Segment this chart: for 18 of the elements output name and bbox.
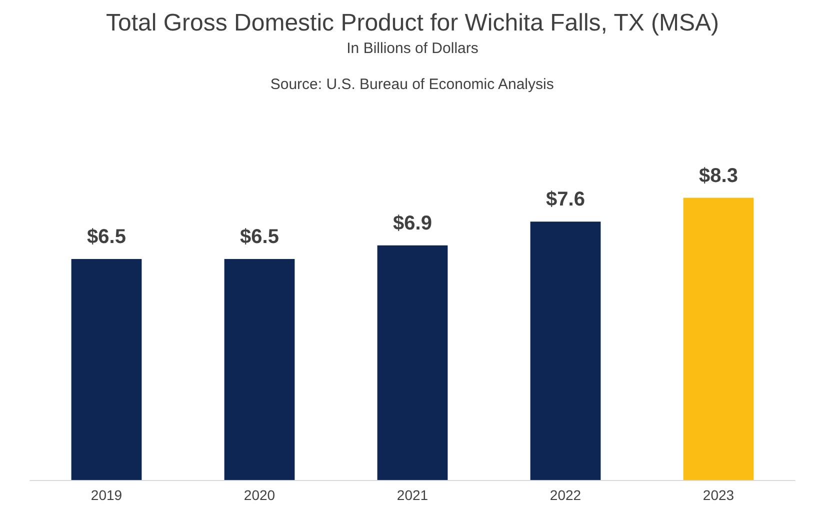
- data-label: $6.5: [240, 226, 279, 248]
- bar: [530, 222, 601, 480]
- x-tick-label: 2023: [702, 487, 734, 503]
- chart-title: Total Gross Domestic Product for Wichita Falls, TX (MSA): [106, 10, 720, 36]
- data-label: $6.5: [87, 226, 126, 248]
- x-tick-label: 2021: [396, 487, 428, 503]
- bar: [683, 198, 754, 480]
- x-tick-label: 2020: [244, 487, 276, 503]
- x-tick-label: 2022: [550, 487, 582, 503]
- source-note: Source: U.S. Bureau of Economic Analysis: [270, 76, 554, 93]
- bar: [71, 259, 142, 480]
- bar: [224, 259, 295, 480]
- data-label: $6.9: [393, 212, 432, 234]
- data-label: $8.3: [699, 164, 738, 187]
- data-label: $7.6: [546, 188, 585, 211]
- bar: [377, 245, 448, 480]
- x-tick-label: 2019: [90, 487, 122, 503]
- chart-subtitle: In Billions of Dollars: [346, 40, 478, 57]
